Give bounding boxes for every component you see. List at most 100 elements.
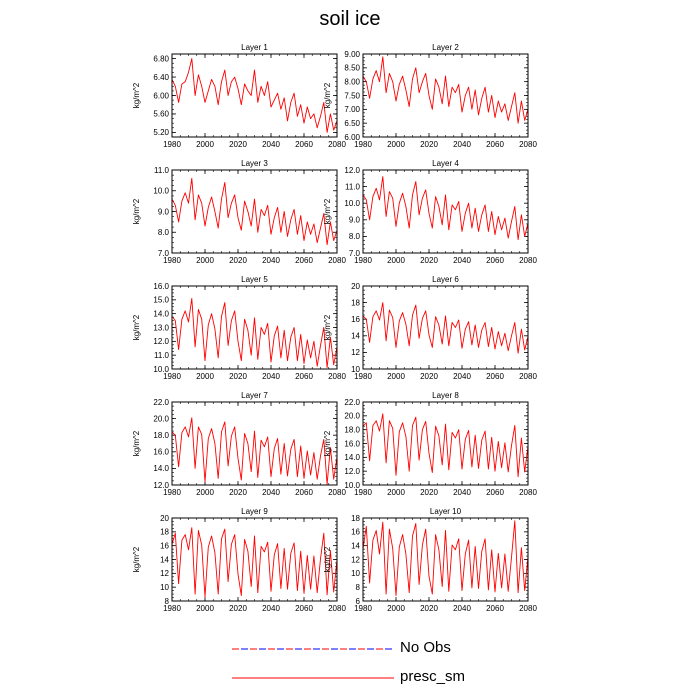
plot-frame <box>362 401 529 486</box>
x-tick-label: 2060 <box>295 488 313 497</box>
y-tick-label: 5.60 <box>153 110 169 119</box>
panel-title: Layer 1 <box>241 43 268 52</box>
x-tick-label: 2080 <box>328 140 346 149</box>
y-tick-label: 12 <box>351 555 360 564</box>
panel-title: Layer 3 <box>241 159 268 168</box>
y-tick-label: 20 <box>160 514 169 523</box>
x-tick-label: 2020 <box>229 256 247 265</box>
y-tick-label: 16 <box>160 541 169 550</box>
x-tick-label: 2060 <box>486 256 504 265</box>
x-tick-label: 2000 <box>387 488 405 497</box>
panel-layer-7: Layer 7 kg/m^2 12.0 14.0 16.0 18.0 20.0 22.0 198… <box>132 391 346 497</box>
y-tick-label: 13.0 <box>153 323 169 332</box>
y-tick-label: 18 <box>351 298 360 307</box>
y-tick-label: 10 <box>351 569 360 578</box>
y-tick-label: 20.0 <box>344 412 360 421</box>
panel-layer-2: Layer 2 kg/m^2 6.00 6.50 7.00 7.50 8.00 8.50 9.0… <box>323 43 537 149</box>
y-tick-label: 14 <box>351 541 360 550</box>
plot-frame <box>171 169 338 254</box>
y-tick-label: 16.0 <box>153 448 169 457</box>
panel-title: Layer 5 <box>241 275 268 284</box>
y-tick-label: 6.00 <box>153 91 169 100</box>
panel-layer-5: Layer 5 kg/m^2 10.0 11.0 12.0 13.0 14.0 15.0 16.… <box>132 275 346 381</box>
x-tick-label: 2020 <box>229 604 247 613</box>
x-tick-label: 2080 <box>519 256 537 265</box>
series-line-presc-sm <box>171 58 338 133</box>
panel-layer-1: Layer 1 kg/m^2 5.20 5.60 6.00 6.40 6.80 1980 200… <box>132 43 346 149</box>
y-tick-label: 12.0 <box>153 337 169 346</box>
y-tick-label: 20.0 <box>153 414 169 423</box>
y-tick-label: 10.0 <box>153 365 169 374</box>
x-tick-label: 2040 <box>262 488 280 497</box>
y-tick-label: 12.0 <box>344 467 360 476</box>
x-tick-label: 2040 <box>262 372 280 381</box>
y-tick-label: 16.0 <box>344 439 360 448</box>
x-tick-label: 2060 <box>486 372 504 381</box>
x-tick-label: 2020 <box>420 488 438 497</box>
x-tick-label: 2040 <box>262 604 280 613</box>
x-tick-label: 2060 <box>295 256 313 265</box>
y-axis-label: kg/m^2 <box>132 82 141 108</box>
y-axis-label: kg/m^2 <box>323 82 332 108</box>
legend-label-presc-sm: presc_sm <box>400 668 466 685</box>
series-line-presc-sm <box>171 177 338 246</box>
x-tick-label: 2040 <box>453 256 471 265</box>
x-tick-label: 1980 <box>354 140 372 149</box>
y-tick-label: 15.0 <box>153 296 169 305</box>
x-tick-label: 1980 <box>163 256 181 265</box>
y-tick-label: 9.0 <box>158 207 170 216</box>
x-tick-label: 2040 <box>262 140 280 149</box>
x-tick-label: 2020 <box>420 372 438 381</box>
y-tick-label: 10 <box>351 365 360 374</box>
series-line-presc-sm <box>362 56 529 124</box>
panel-title: Layer 2 <box>432 43 459 52</box>
x-tick-label: 2060 <box>486 604 504 613</box>
y-tick-label: 16 <box>351 315 360 324</box>
x-tick-label: 2080 <box>328 604 346 613</box>
y-tick-label: 14.0 <box>344 453 360 462</box>
x-tick-label: 2020 <box>229 140 247 149</box>
plot-frame <box>362 517 529 602</box>
x-tick-label: 2080 <box>519 372 537 381</box>
y-tick-label: 7.0 <box>349 249 361 258</box>
x-tick-label: 1980 <box>163 372 181 381</box>
y-axis-label: kg/m^2 <box>323 546 332 572</box>
y-tick-label: 8 <box>356 583 361 592</box>
legend-label-no-obs: No Obs <box>400 639 451 656</box>
y-tick-label: 14.0 <box>153 464 169 473</box>
y-tick-label: 8.0 <box>349 232 361 241</box>
x-tick-label: 2000 <box>196 604 214 613</box>
y-tick-label: 18.0 <box>344 425 360 434</box>
x-tick-label: 2040 <box>453 372 471 381</box>
x-tick-label: 2000 <box>196 140 214 149</box>
x-tick-label: 2040 <box>453 140 471 149</box>
x-tick-label: 2020 <box>420 604 438 613</box>
y-tick-label: 9.0 <box>349 216 361 225</box>
y-tick-label: 11.0 <box>154 351 170 360</box>
y-tick-label: 10.0 <box>153 187 169 196</box>
y-tick-label: 16 <box>351 528 360 537</box>
y-tick-label: 12 <box>160 569 169 578</box>
panel-layer-3: Layer 3 kg/m^2 7.0 8.0 9.0 10.0 11.0 1980 2000 20… <box>132 159 346 265</box>
y-axis-label: kg/m^2 <box>323 314 332 340</box>
y-axis-label: kg/m^2 <box>323 430 332 456</box>
plot-frame <box>171 401 338 486</box>
y-axis-label: kg/m^2 <box>323 198 332 224</box>
y-tick-label: 12.0 <box>344 166 360 175</box>
y-tick-label: 12.0 <box>153 481 169 490</box>
y-axis-label: kg/m^2 <box>132 198 141 224</box>
plot-frame <box>362 169 529 254</box>
x-tick-label: 2020 <box>229 488 247 497</box>
y-tick-label: 16.0 <box>153 282 169 291</box>
panel-layer-9: Layer 9 kg/m^2 8 10 12 14 16 18 20 1980 2000 2020 20… <box>132 507 346 613</box>
x-tick-label: 1980 <box>354 372 372 381</box>
figure-title: soil ice <box>319 8 381 30</box>
panel-title: Layer 4 <box>432 159 459 168</box>
panel-layer-6: Layer 6 kg/m^2 10 12 14 16 18 20 1980 2000 2020 204… <box>323 275 537 381</box>
series-line-presc-sm <box>171 297 338 369</box>
series-line-presc-sm <box>362 413 529 478</box>
y-tick-label: 22.0 <box>153 398 169 407</box>
y-tick-label: 18 <box>160 528 169 537</box>
x-tick-label: 2060 <box>295 140 313 149</box>
